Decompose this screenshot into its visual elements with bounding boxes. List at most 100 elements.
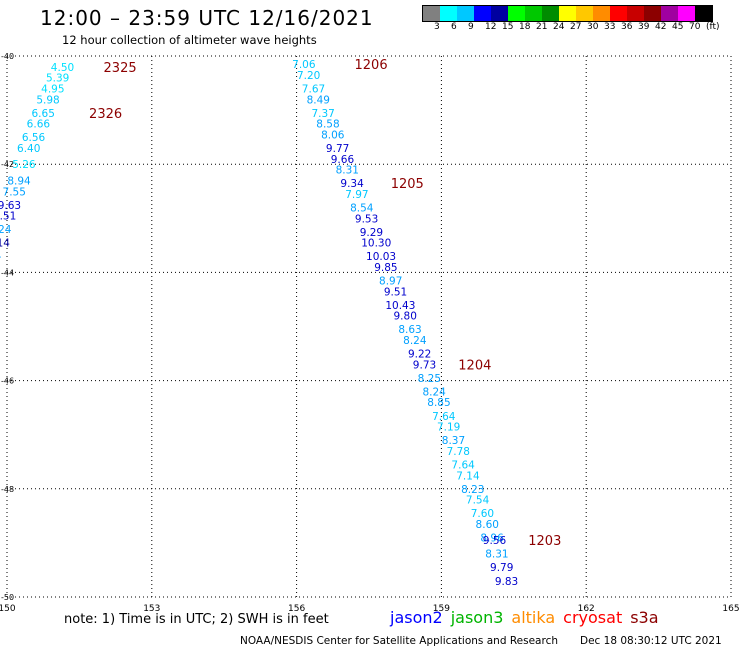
swh-data-label: 7.67 (302, 83, 325, 95)
legend-swatch (423, 6, 440, 21)
legend-label: (ft) (706, 22, 720, 32)
time-annotation: 1203 (528, 534, 561, 549)
swh-data-label: 6.40 (17, 143, 40, 155)
y-tick-label: -44 (1, 268, 14, 277)
swh-data-label: 4.50 (51, 62, 74, 74)
swh-data-label: 5.26 (12, 159, 36, 171)
swh-data-label: 7.97 (345, 189, 368, 201)
swh-data-label: 10.30 (361, 238, 391, 250)
satellite-legend: jason2 jason3 altika cryosat s3a (390, 608, 667, 627)
legend-label: 36 (621, 22, 633, 32)
swh-data-label: 6.56 (22, 132, 46, 144)
legend-label: 18 (519, 22, 531, 32)
legend-swatch (678, 6, 695, 21)
x-tick-label: 162 (578, 604, 595, 614)
swh-data-label: 9.85 (374, 262, 397, 274)
swh-data-label: 8.94 (7, 175, 31, 187)
swh-data-label: 7.37 (311, 108, 334, 120)
legend-label: 42 (655, 22, 667, 32)
swh-data-label: 7.20 (297, 70, 320, 82)
swh-data-label: 8.96 (480, 532, 504, 544)
x-tick-label: 156 (288, 604, 305, 614)
color-scale-legend (422, 5, 713, 22)
legend-swatch (491, 6, 508, 21)
x-tick-label: 159 (433, 604, 450, 614)
swh-data-label: 9.51 (384, 286, 407, 298)
swh-data-label: 6.66 (27, 119, 51, 131)
legend-swatch (576, 6, 593, 21)
swh-data-label: 9.53 (355, 213, 378, 225)
legend-swatch (661, 6, 678, 21)
legend-swatch (525, 6, 542, 21)
legend-swatch (627, 6, 644, 21)
swh-data-label: 8.24 (0, 224, 12, 236)
swh-data-label: 10.03 (366, 251, 396, 263)
swh-data-label: 7.64 (432, 411, 456, 423)
swh-data-label: 8.85 (427, 397, 450, 409)
swh-data-label: 7.78 (447, 446, 470, 458)
legend-label: 27 (570, 22, 582, 32)
legend-swatch (542, 6, 559, 21)
swh-data-label: 7.06 (292, 59, 316, 71)
swh-data-label: 9.79 (490, 562, 513, 574)
y-tick-label: -40 (1, 52, 14, 61)
credit-line: NOAA/NESDIS Center for Satellite Applica… (240, 635, 558, 647)
swh-data-label: 8.37 (442, 435, 465, 447)
y-tick-label: -48 (1, 485, 14, 494)
legend-label: 12 (485, 22, 497, 32)
legend-swatch (559, 6, 576, 21)
legend-label: 24 (553, 22, 565, 32)
swh-data-label: 9.77 (326, 143, 349, 155)
swh-data-label: 7.60 (471, 508, 494, 520)
swh-data-label: 8.49 (307, 94, 330, 106)
swh-data-label: 9.34 (340, 178, 364, 190)
satellite-jason2: jason2 (390, 608, 443, 627)
swh-data-label: 9.22 (408, 349, 431, 361)
swh-data-label: 9.80 (394, 311, 417, 323)
swh-data-label: 7.54 (466, 495, 490, 507)
swh-data-label: 8.97 (379, 276, 402, 288)
swh-data-label: 8.58 (316, 119, 339, 131)
legend-label: 21 (536, 22, 548, 32)
x-tick-label: 150 (0, 604, 16, 614)
swh-data-label: 8.63 (398, 324, 421, 336)
swh-data-label: 11.14 (0, 238, 10, 250)
legend-swatch (474, 6, 491, 21)
swh-data-label: 9.83 (495, 576, 518, 588)
legend-label: 33 (604, 22, 616, 32)
swh-data-label: 5.39 (46, 73, 69, 85)
legend-label: 6 (451, 22, 457, 32)
time-annotation: 1205 (391, 177, 424, 192)
chart-subtitle: 12 hour collection of altimeter wave hei… (62, 33, 317, 47)
timestamp: Dec 18 08:30:12 UTC 2021 (580, 635, 722, 647)
x-tick-label: 153 (143, 604, 160, 614)
swh-data-label: 8.24 (403, 335, 427, 347)
swh-data-label: 8.91 (0, 248, 2, 260)
swh-data-label: 8.31 (485, 549, 508, 561)
swh-data-label: 10.43 (385, 300, 415, 312)
swh-data-label: 8.06 (321, 129, 345, 141)
swh-data-label: 9.29 (360, 227, 383, 239)
swh-data-label: 9.73 (413, 359, 436, 371)
time-annotation: 2326 (89, 107, 122, 122)
satellite-cryosat: cryosat (563, 608, 623, 627)
legend-swatch (508, 6, 525, 21)
swh-data-label: 9.66 (331, 154, 355, 166)
legend-label: 9 (468, 22, 474, 32)
legend-swatch (610, 6, 627, 21)
legend-label: 39 (638, 22, 650, 32)
time-annotation: 1204 (458, 358, 491, 373)
y-tick-label: -42 (1, 160, 14, 169)
swh-data-label: 9.51 (0, 211, 16, 223)
legend-label: 15 (502, 22, 514, 32)
legend-swatch (440, 6, 457, 21)
y-tick-label: -50 (1, 593, 14, 602)
satellite-altika: altika (511, 608, 556, 627)
legend-label: 30 (587, 22, 599, 32)
legend-swatch (593, 6, 610, 21)
swh-data-label: 5.98 (36, 94, 59, 106)
swh-data-label: 7.55 (3, 186, 26, 198)
swh-data-label: 9.63 (0, 200, 21, 212)
swh-data-label: 8.54 (350, 202, 374, 214)
